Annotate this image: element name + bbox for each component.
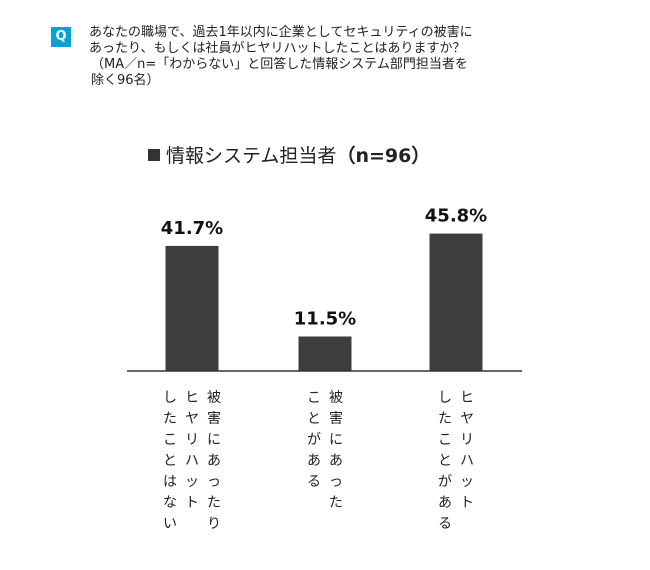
question-line: 除く96名） — [91, 73, 160, 88]
question-line: （MA／n=「わからない」と回答した情報システム部門担当者を — [91, 57, 468, 72]
category-label: したことはない — [163, 390, 177, 532]
chart-title-n: （n=96） — [336, 145, 431, 167]
category-label: ヒヤリハット — [185, 390, 199, 511]
legend-square-icon — [148, 149, 160, 161]
chart-title: 情報システム担当者（n=96） — [148, 141, 430, 168]
question-line: あなたの職場で、過去1年以内に企業としてセキュリティの被害に — [89, 25, 473, 40]
bar — [298, 336, 352, 371]
question-text: あなたの職場で、過去1年以内に企業としてセキュリティの被害に あったり、もしくは… — [89, 25, 549, 89]
data-label: 11.5% — [294, 309, 356, 330]
category-label: 被害にあったり — [207, 390, 221, 532]
chart-title-label: 情報システム担当者 — [166, 145, 337, 167]
data-label: 45.8% — [425, 206, 487, 227]
question-line: あったり、もしくは社員がヒヤリハットしたことはありますか？ — [89, 41, 466, 56]
question-badge-icon: Q — [51, 27, 71, 47]
bar — [165, 245, 219, 371]
category-label: したことがある — [438, 390, 452, 532]
data-label: 41.7% — [161, 218, 223, 239]
category-label: ヒヤリハット — [460, 390, 474, 511]
bar — [429, 233, 483, 371]
category-label: ことがある — [307, 390, 321, 490]
category-label: 被害にあった — [329, 390, 343, 511]
